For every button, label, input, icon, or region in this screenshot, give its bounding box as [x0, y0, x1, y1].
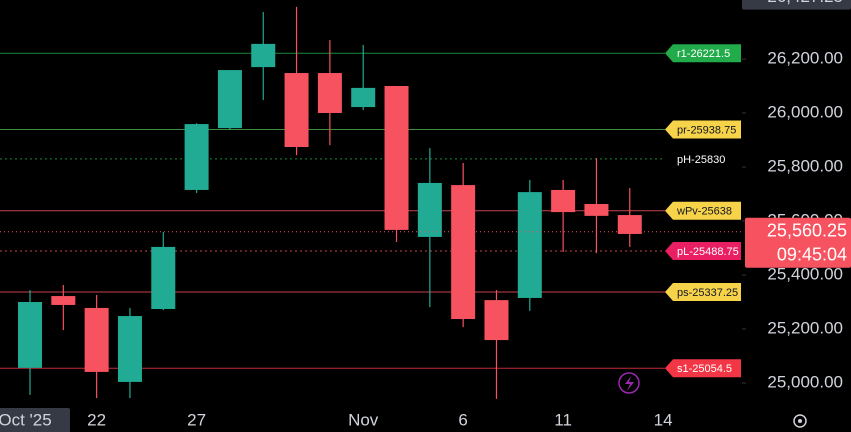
- x-tick-label: 6: [458, 410, 467, 429]
- level-label: s1-25054.5: [677, 363, 732, 375]
- level-label: pL-25488.75: [677, 246, 739, 258]
- x-tick-label: 11: [554, 410, 572, 429]
- countdown-label: 09:45:04: [777, 244, 847, 264]
- level-label: ps-25337.25: [677, 287, 738, 299]
- candle-body: [84, 307, 109, 372]
- x-tick-label: 22: [87, 410, 106, 429]
- candle-body: [551, 189, 576, 213]
- candle-body: [284, 73, 309, 148]
- candle-body: [517, 192, 542, 298]
- x-tick-label: 14: [654, 410, 673, 429]
- level-tag: [665, 242, 741, 261]
- level-tag: [665, 282, 741, 301]
- candle-body: [51, 296, 76, 305]
- plot-area: r1-26221.5 pr-25938.75 pH-25830 wPv-25638 pL…: [0, 6, 742, 399]
- y-tick-label: 25,000.00: [767, 372, 843, 391]
- alert-icon-bolt: [625, 376, 634, 391]
- candle-body: [184, 124, 209, 190]
- candle-body: [617, 215, 642, 234]
- candle-body: [451, 185, 476, 320]
- candle-body: [251, 43, 276, 68]
- top-price-label: 26,427.25: [767, 0, 843, 6]
- y-tick-label: 26,000.00: [767, 102, 843, 121]
- level-tag: [665, 44, 741, 63]
- level-tag: [665, 201, 741, 220]
- last-price-label: 25,560.25: [767, 220, 847, 240]
- candle-body: [217, 70, 242, 129]
- x-tick-label: Oct '25: [0, 410, 52, 429]
- x-tick-label: 27: [187, 410, 206, 429]
- y-tick-label: 26,200.00: [767, 48, 843, 67]
- level-label: pr-25938.75: [677, 124, 736, 136]
- y-tick-label: 25,400.00: [767, 264, 843, 283]
- y-tick-label: 25,200.00: [767, 318, 843, 337]
- candle-body: [417, 182, 442, 237]
- candle-body: [317, 73, 342, 113]
- date-highlight: [0, 408, 70, 432]
- candle-body: [18, 301, 42, 368]
- top-price-box: [742, 0, 851, 10]
- alert-icon[interactable]: [618, 372, 640, 394]
- x-tick-label: Nov: [348, 410, 379, 429]
- candle-body: [351, 87, 376, 108]
- level-label: pH-25830: [677, 154, 725, 166]
- settings-icon-center: [798, 419, 802, 423]
- candle-body: [384, 85, 409, 230]
- level-tag: [665, 120, 741, 139]
- candle-body: [584, 203, 609, 216]
- level-tag: [665, 359, 741, 378]
- candle-body: [484, 300, 509, 341]
- level-tag: [665, 149, 741, 168]
- level-label: wPv-25638: [676, 206, 732, 218]
- candle-body: [117, 316, 142, 382]
- level-label: r1-26221.5: [677, 48, 730, 60]
- last-price-box: [745, 217, 851, 268]
- candle-body: [151, 246, 176, 310]
- settings-icon[interactable]: [793, 414, 807, 428]
- y-tick-label: 25,800.00: [767, 156, 843, 175]
